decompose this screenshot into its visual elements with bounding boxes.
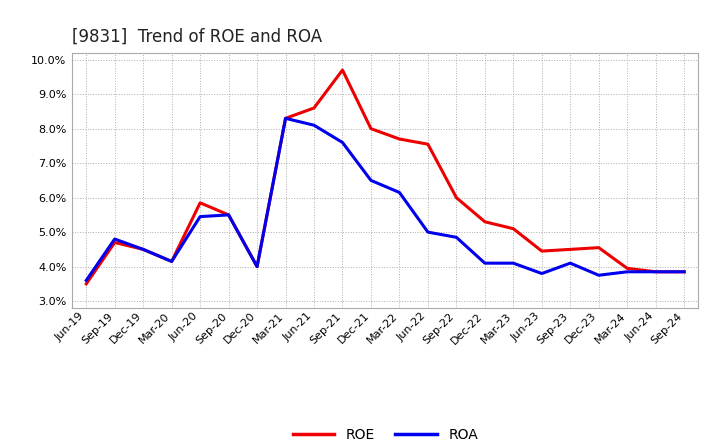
ROE <box>282 116 290 121</box>
Legend: ROE, ROA: ROE, ROA <box>287 422 483 440</box>
ROA <box>338 140 347 145</box>
ROE <box>452 195 461 200</box>
ROE <box>196 200 204 205</box>
ROE <box>110 240 119 245</box>
ROE <box>480 219 489 224</box>
ROA <box>196 214 204 219</box>
ROE <box>253 264 261 269</box>
Line: ROA: ROA <box>86 118 684 280</box>
ROA <box>595 273 603 278</box>
ROA <box>566 260 575 266</box>
ROA <box>395 190 404 195</box>
ROE <box>595 245 603 250</box>
ROE <box>509 226 518 231</box>
ROA <box>310 123 318 128</box>
ROA <box>623 269 631 275</box>
ROA <box>366 178 375 183</box>
ROA <box>452 235 461 240</box>
ROE <box>566 247 575 252</box>
ROA <box>82 278 91 283</box>
ROA <box>282 116 290 121</box>
ROA <box>253 264 261 269</box>
Line: ROE: ROE <box>86 70 684 284</box>
ROE <box>366 126 375 131</box>
Text: [9831]  Trend of ROE and ROA: [9831] Trend of ROE and ROA <box>72 28 322 46</box>
ROE <box>680 269 688 275</box>
ROA <box>480 260 489 266</box>
ROA <box>537 271 546 276</box>
ROE <box>423 142 432 147</box>
ROA <box>509 260 518 266</box>
ROE <box>395 136 404 142</box>
ROA <box>652 269 660 275</box>
ROA <box>680 269 688 275</box>
ROA <box>423 230 432 235</box>
ROA <box>167 259 176 264</box>
ROE <box>82 281 91 286</box>
ROE <box>310 105 318 110</box>
ROE <box>139 247 148 252</box>
ROE <box>652 269 660 275</box>
ROA <box>139 247 148 252</box>
ROA <box>110 236 119 242</box>
ROE <box>537 249 546 254</box>
ROE <box>338 67 347 73</box>
ROE <box>225 212 233 217</box>
ROE <box>623 266 631 271</box>
ROE <box>167 259 176 264</box>
ROA <box>225 212 233 217</box>
